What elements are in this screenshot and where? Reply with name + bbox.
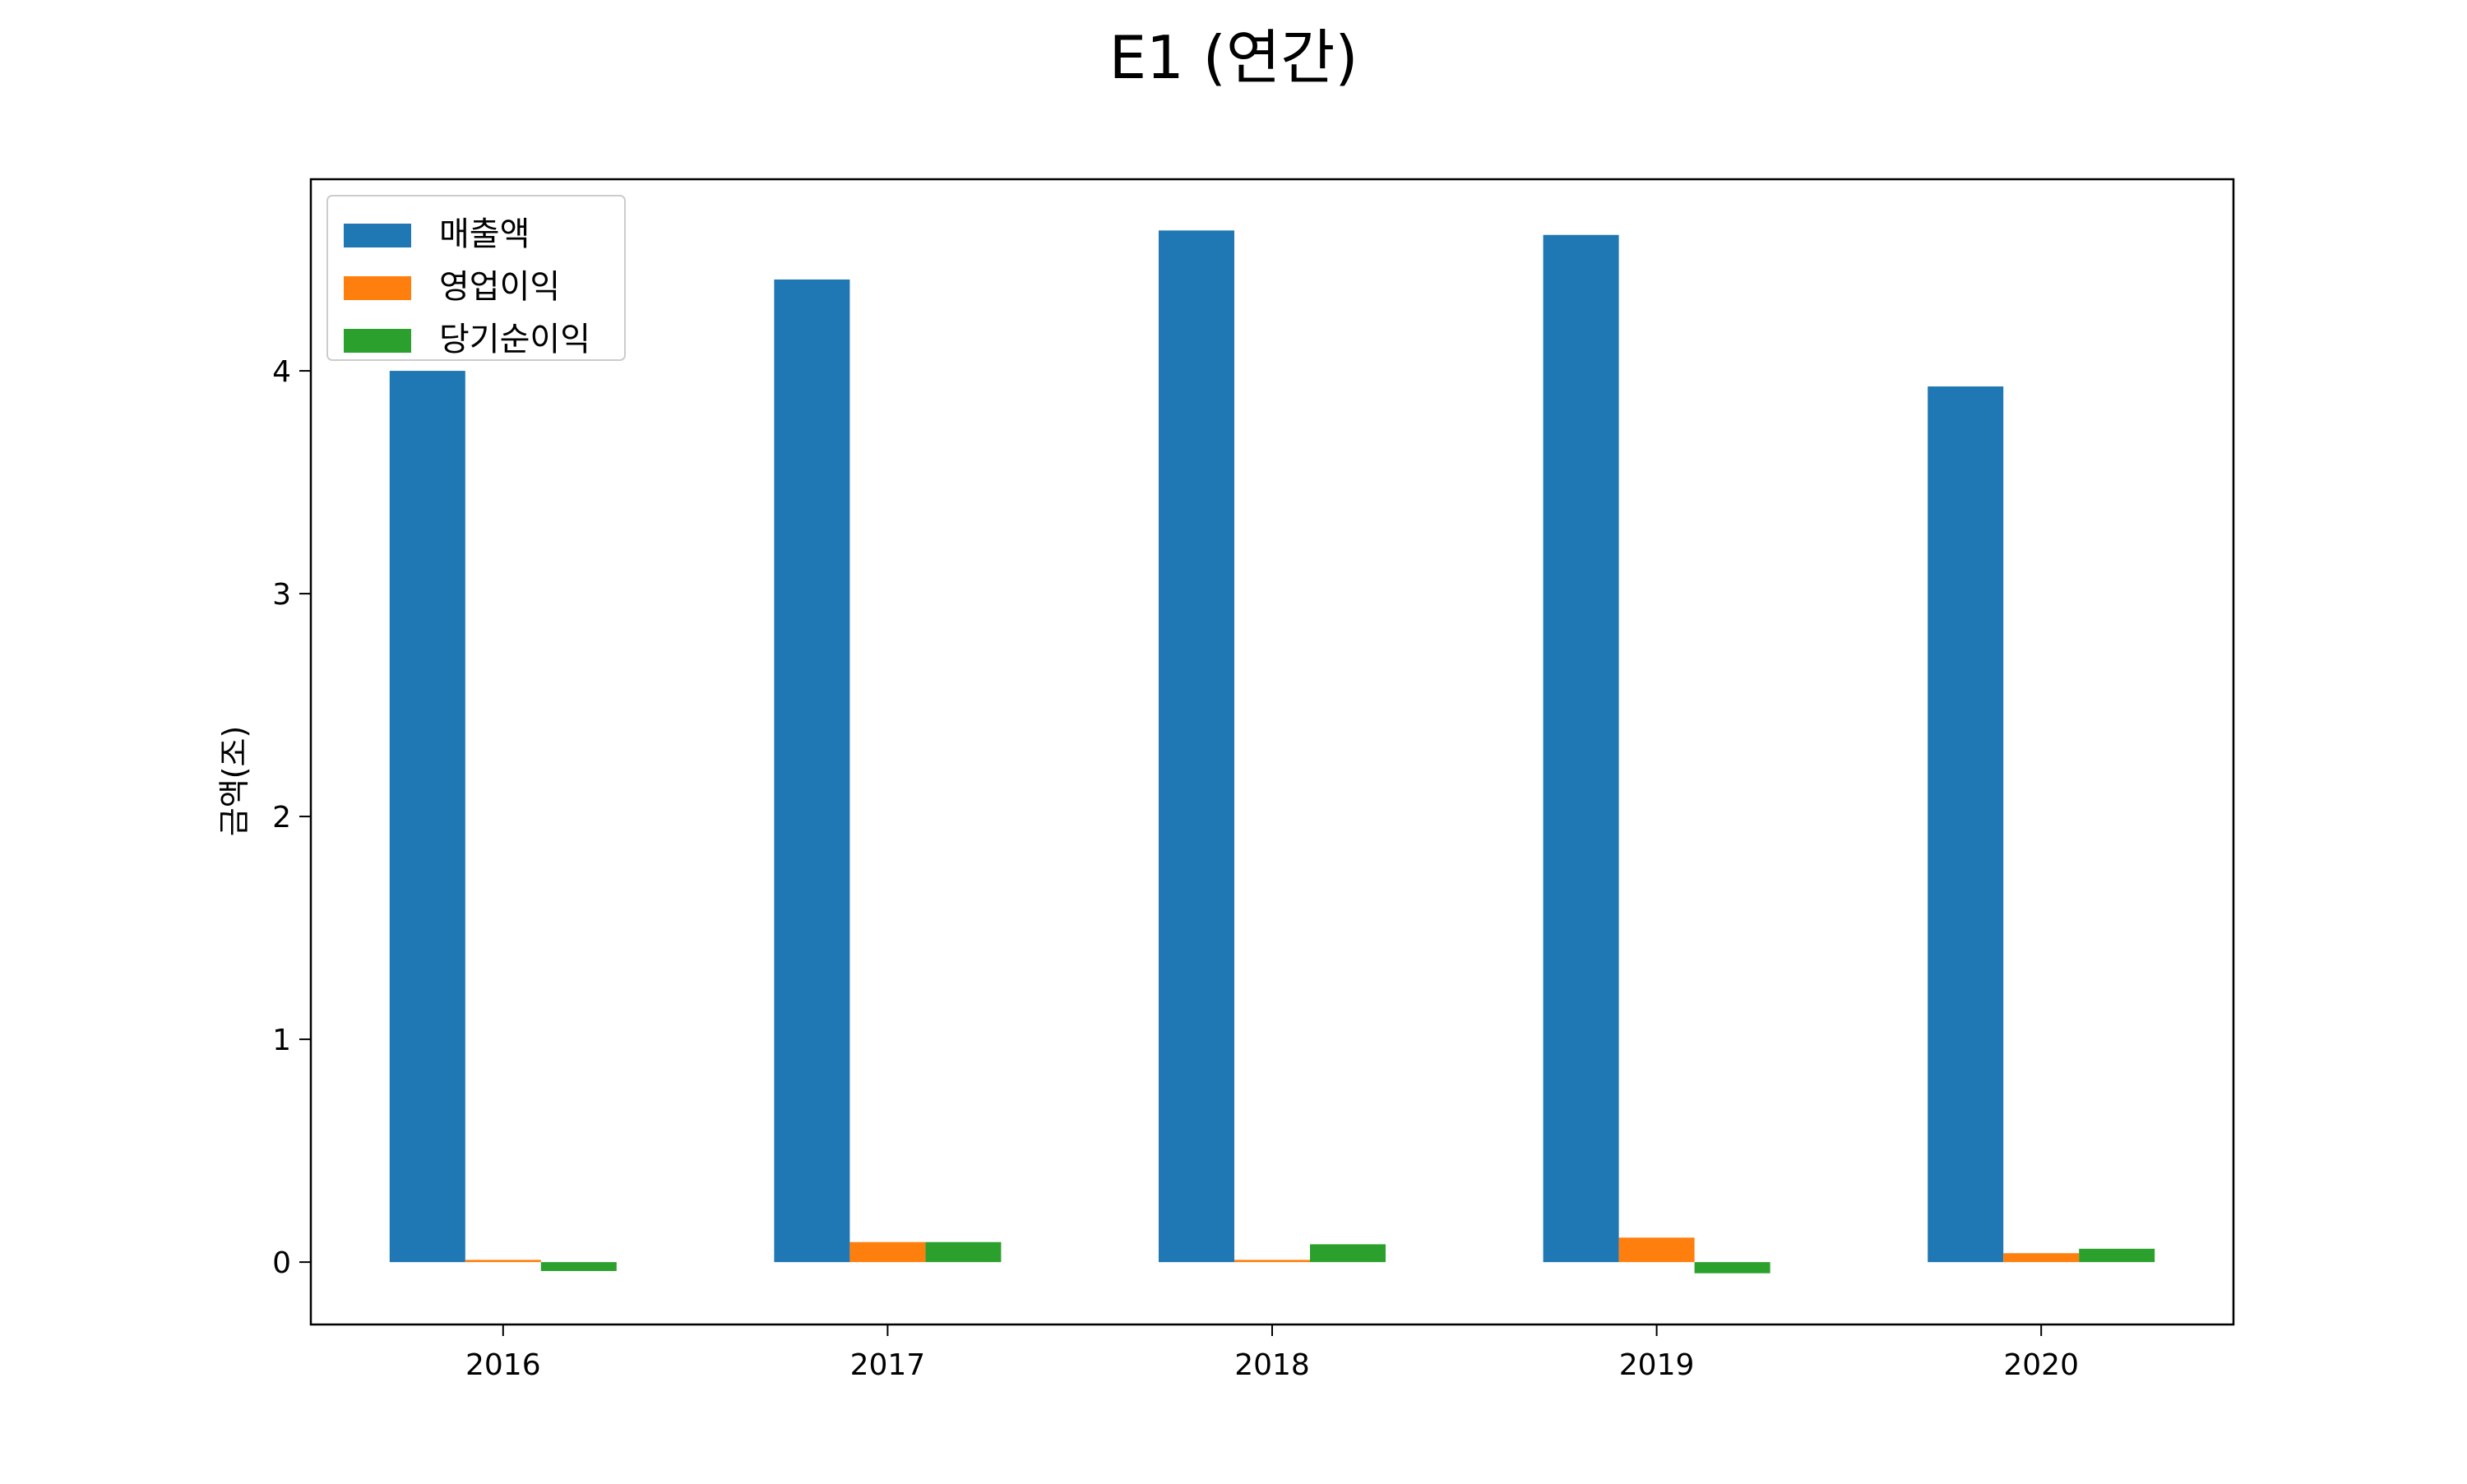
legend-swatch-당기순이익 bbox=[344, 329, 411, 353]
legend-swatch-매출액 bbox=[344, 224, 411, 247]
bar-영업이익-2018 bbox=[1234, 1260, 1310, 1263]
x-tick-label: 2017 bbox=[850, 1348, 926, 1382]
bar-매출액-2017 bbox=[774, 279, 850, 1263]
x-tick-label: 2019 bbox=[1619, 1348, 1695, 1382]
legend-label-당기순이익: 당기순이익 bbox=[439, 321, 590, 358]
chart-title: E1 (연간) bbox=[1109, 23, 1358, 92]
bar-영업이익-2020 bbox=[2003, 1253, 2080, 1263]
bar-당기순이익-2019 bbox=[1694, 1262, 1770, 1274]
bar-당기순이익-2018 bbox=[1310, 1244, 1386, 1263]
x-tick-label: 2018 bbox=[1234, 1348, 1310, 1382]
bar-영업이익-2016 bbox=[465, 1260, 541, 1263]
bar-매출액-2020 bbox=[1928, 386, 2004, 1263]
bar-당기순이익-2016 bbox=[540, 1262, 617, 1271]
legend-label-영업이익: 영업이익 bbox=[439, 268, 560, 306]
y-tick-label: 4 bbox=[272, 355, 291, 389]
bar-영업이익-2017 bbox=[849, 1241, 926, 1263]
legend-label-매출액: 매출액 bbox=[439, 215, 530, 253]
x-tick-label: 2020 bbox=[2003, 1348, 2079, 1382]
y-axis-label: 금액(조) bbox=[216, 726, 252, 837]
bar-매출액-2019 bbox=[1543, 234, 1619, 1263]
bar-매출액-2016 bbox=[389, 371, 465, 1263]
x-tick-label: 2016 bbox=[465, 1348, 541, 1382]
legend-swatch-영업이익 bbox=[344, 276, 411, 300]
bars-layer bbox=[389, 230, 2155, 1274]
bar-영업이익-2019 bbox=[1618, 1237, 1695, 1263]
bar-매출액-2018 bbox=[1159, 230, 1234, 1263]
axes-layer: 0 1 2 3 4 2016 2017 2018 2019 2020 bbox=[272, 178, 2235, 1382]
bar-당기순이익-2017 bbox=[925, 1241, 1002, 1263]
y-tick-label: 3 bbox=[272, 578, 291, 612]
y-tick-label: 1 bbox=[272, 1024, 291, 1057]
bar-당기순이익-2020 bbox=[2079, 1248, 2155, 1263]
y-tick-label: 0 bbox=[272, 1246, 291, 1280]
y-tick-label: 2 bbox=[272, 801, 291, 834]
